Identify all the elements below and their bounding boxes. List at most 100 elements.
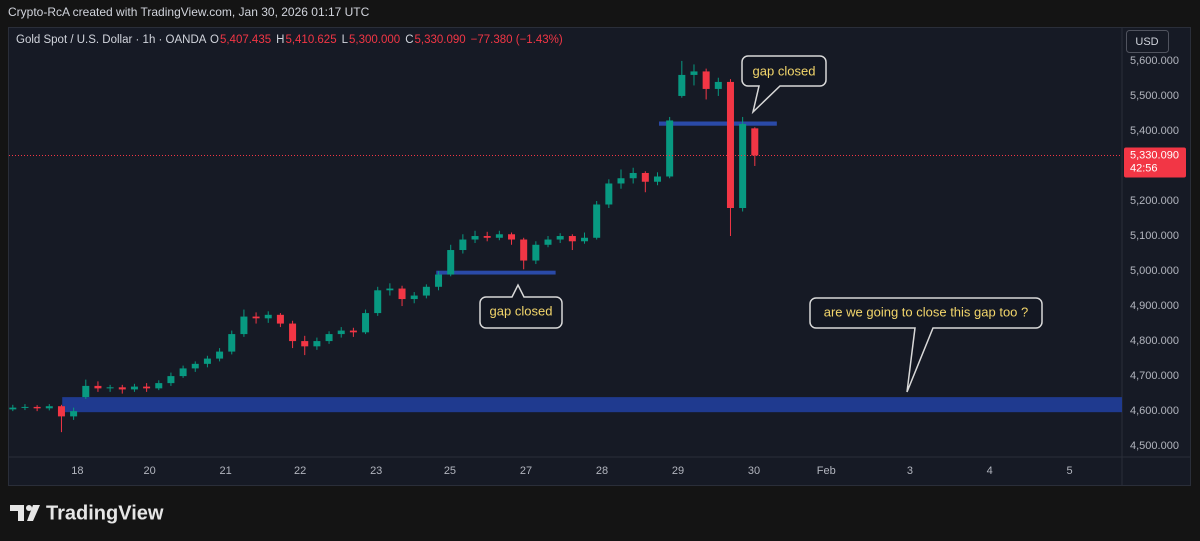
gap-zone bbox=[659, 121, 777, 126]
candle-body bbox=[508, 234, 516, 240]
y-tick-label: 4,700.000 bbox=[1130, 370, 1179, 382]
legend-value: 5,300.000 bbox=[349, 34, 400, 46]
x-tick-label: 23 bbox=[370, 465, 382, 477]
brand-logo bbox=[10, 505, 40, 521]
y-tick-label: 5,500.000 bbox=[1130, 90, 1179, 102]
candle-body bbox=[337, 330, 345, 335]
candle-body bbox=[9, 407, 17, 410]
annotation: gap closed bbox=[490, 303, 553, 318]
x-tick-label: 3 bbox=[907, 465, 913, 477]
legend-key: O bbox=[210, 34, 219, 46]
candle-body bbox=[386, 288, 394, 291]
x-tick-label: 4 bbox=[987, 465, 993, 477]
y-tick-label: 5,400.000 bbox=[1130, 125, 1179, 137]
candle-body bbox=[167, 376, 175, 384]
x-tick-label: 28 bbox=[596, 465, 608, 477]
candle-body bbox=[301, 341, 309, 347]
candle-body bbox=[702, 71, 710, 89]
candle-body bbox=[70, 411, 78, 417]
candle-body bbox=[45, 406, 53, 409]
annotation: gap closed bbox=[753, 63, 816, 78]
candle-body bbox=[21, 406, 29, 408]
candle-body bbox=[544, 239, 552, 245]
x-tick-label: 22 bbox=[294, 465, 306, 477]
candle-body bbox=[568, 236, 576, 242]
candle-body bbox=[106, 387, 114, 389]
chart-frame bbox=[8, 27, 1191, 486]
legend-key: L bbox=[342, 34, 349, 46]
x-tick-label: 21 bbox=[220, 465, 232, 477]
gap-zone bbox=[436, 270, 556, 275]
candle-body bbox=[130, 386, 138, 390]
y-tick-label: 5,100.000 bbox=[1130, 230, 1179, 242]
legend-value: 5,407.435 bbox=[220, 34, 271, 46]
callout-box bbox=[741, 55, 827, 115]
candle-body bbox=[495, 234, 503, 238]
candle-body bbox=[82, 385, 90, 398]
candle-body bbox=[556, 236, 564, 240]
y-tick-label: 4,500.000 bbox=[1130, 440, 1179, 452]
countdown: 42:56 bbox=[1130, 162, 1158, 174]
gap-zone bbox=[62, 397, 1123, 413]
candle-body bbox=[410, 295, 418, 300]
y-tick-label: 4,900.000 bbox=[1130, 300, 1179, 312]
candle-body bbox=[593, 204, 601, 238]
last-price-label: 5,330.090 bbox=[1130, 149, 1179, 161]
candle-body bbox=[641, 172, 649, 182]
candle-body bbox=[532, 244, 540, 261]
candle-body bbox=[483, 236, 491, 238]
candle-body bbox=[264, 314, 272, 319]
candle-body bbox=[313, 341, 321, 347]
candle-body bbox=[228, 334, 236, 352]
symbol-title: Gold Spot / U.S. Dollar · 1h · OANDA bbox=[16, 34, 207, 46]
candle-body bbox=[118, 387, 126, 390]
legend-key: C bbox=[405, 34, 413, 46]
plot bbox=[9, 60, 1123, 433]
candle-body bbox=[240, 316, 248, 335]
candle-body bbox=[179, 368, 187, 377]
x-tick-label: 25 bbox=[444, 465, 456, 477]
x-tick-label: 18 bbox=[71, 465, 83, 477]
candle-body bbox=[471, 236, 479, 240]
callout-box bbox=[809, 297, 1043, 393]
y-tick-label: 5,000.000 bbox=[1130, 265, 1179, 277]
candle-body bbox=[459, 239, 467, 251]
currency: USD bbox=[1135, 36, 1158, 48]
x-tick-label: 27 bbox=[520, 465, 532, 477]
candle-body bbox=[398, 288, 406, 300]
candle-body bbox=[629, 172, 637, 179]
candle-body bbox=[94, 385, 102, 389]
x-tick-label: 29 bbox=[672, 465, 684, 477]
legend-value: 5,330.090 bbox=[415, 34, 466, 46]
candle-body bbox=[33, 406, 41, 409]
candle-body bbox=[690, 71, 698, 75]
candle-body bbox=[605, 183, 613, 205]
candle-body bbox=[435, 274, 443, 287]
candle-body bbox=[520, 239, 528, 261]
annotation: are we going to close this gap too ? bbox=[824, 304, 1029, 319]
y-tick-label: 4,800.000 bbox=[1130, 335, 1179, 347]
callout-box bbox=[479, 283, 563, 329]
candle-body bbox=[447, 250, 455, 275]
candle-body bbox=[422, 286, 430, 296]
currency-box[interactable] bbox=[1126, 30, 1169, 53]
legend-key: H bbox=[276, 34, 284, 46]
legend-value: 5,410.625 bbox=[285, 34, 336, 46]
candle-body bbox=[666, 120, 674, 177]
credit: Crypto-RcA created with TradingView.com,… bbox=[8, 5, 370, 19]
ohlc-legend: O 5,407.435 H 5,410.625 L 5,300.000 C 5,330.090… bbox=[210, 34, 563, 46]
x-tick-label: 20 bbox=[144, 465, 156, 477]
candle-body bbox=[349, 330, 357, 333]
candle-body bbox=[617, 178, 625, 184]
candle-body bbox=[252, 316, 260, 319]
candle-body bbox=[143, 386, 151, 389]
candle-body bbox=[276, 314, 284, 324]
candle-body bbox=[191, 363, 199, 369]
candle-body bbox=[155, 383, 163, 389]
x-tick-label: Feb bbox=[817, 465, 836, 477]
y-tick-label: 5,200.000 bbox=[1130, 195, 1179, 207]
candle-body bbox=[714, 81, 722, 89]
candle-body bbox=[581, 237, 589, 242]
candle-body bbox=[289, 323, 297, 342]
